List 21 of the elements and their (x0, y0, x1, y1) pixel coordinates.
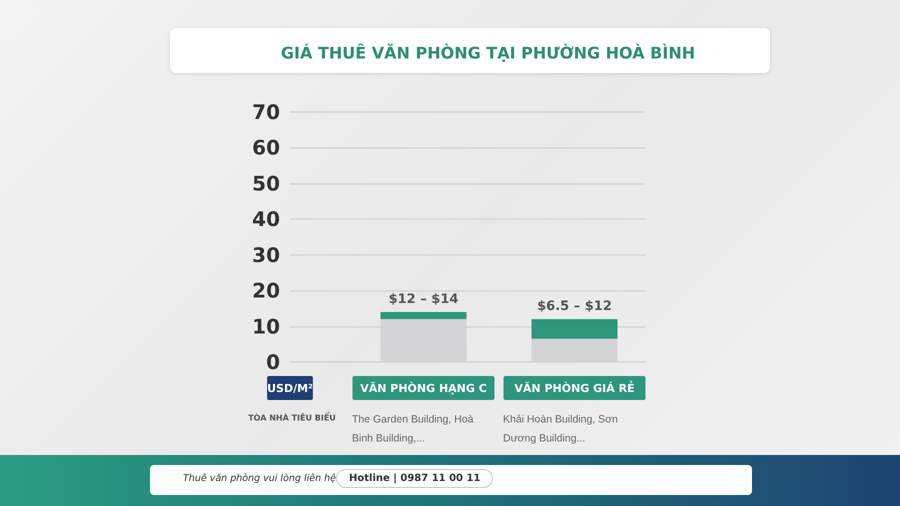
bar (532, 319, 618, 339)
y-tick-label: 60 (252, 136, 280, 160)
y-tick-label: 20 (252, 278, 280, 303)
text: The Garden Building, Hoà Binh Building,... (352, 414, 476, 444)
y-tick-label: 30 (252, 242, 280, 267)
x-tick-label: VĂN PHÒNG HẠNG C (360, 381, 487, 395)
x-tick-label: VĂN PHÒNG GIÁ RẺ (514, 380, 635, 395)
y-tick-label: 70 (252, 100, 280, 124)
y-tick-label: 10 (252, 314, 280, 338)
y-tick-label: 0 (266, 350, 280, 374)
annotation: $6.5 – $12 (537, 299, 612, 314)
y-axis-title: USD/M² (267, 382, 314, 395)
annotation: $12 – $14 (388, 292, 458, 307)
text: Thuê văn phòng vui lòng liên hệ (183, 473, 336, 484)
text: TÒA NHÀ TIÊU BIỂU (248, 412, 336, 422)
text: Hotline | 0987 11 00 11 (336, 469, 494, 488)
bar (380, 312, 466, 320)
chart-title: GIÁ THUÊ VĂN PHÒNG TẠI PHƯỜNG HOÀ BÌNH (280, 44, 696, 62)
text: Khải Hoàn Building, Sơn Dương Building... (503, 414, 621, 444)
y-tick-label: 40 (252, 207, 280, 232)
y-tick-label: 50 (252, 171, 280, 196)
